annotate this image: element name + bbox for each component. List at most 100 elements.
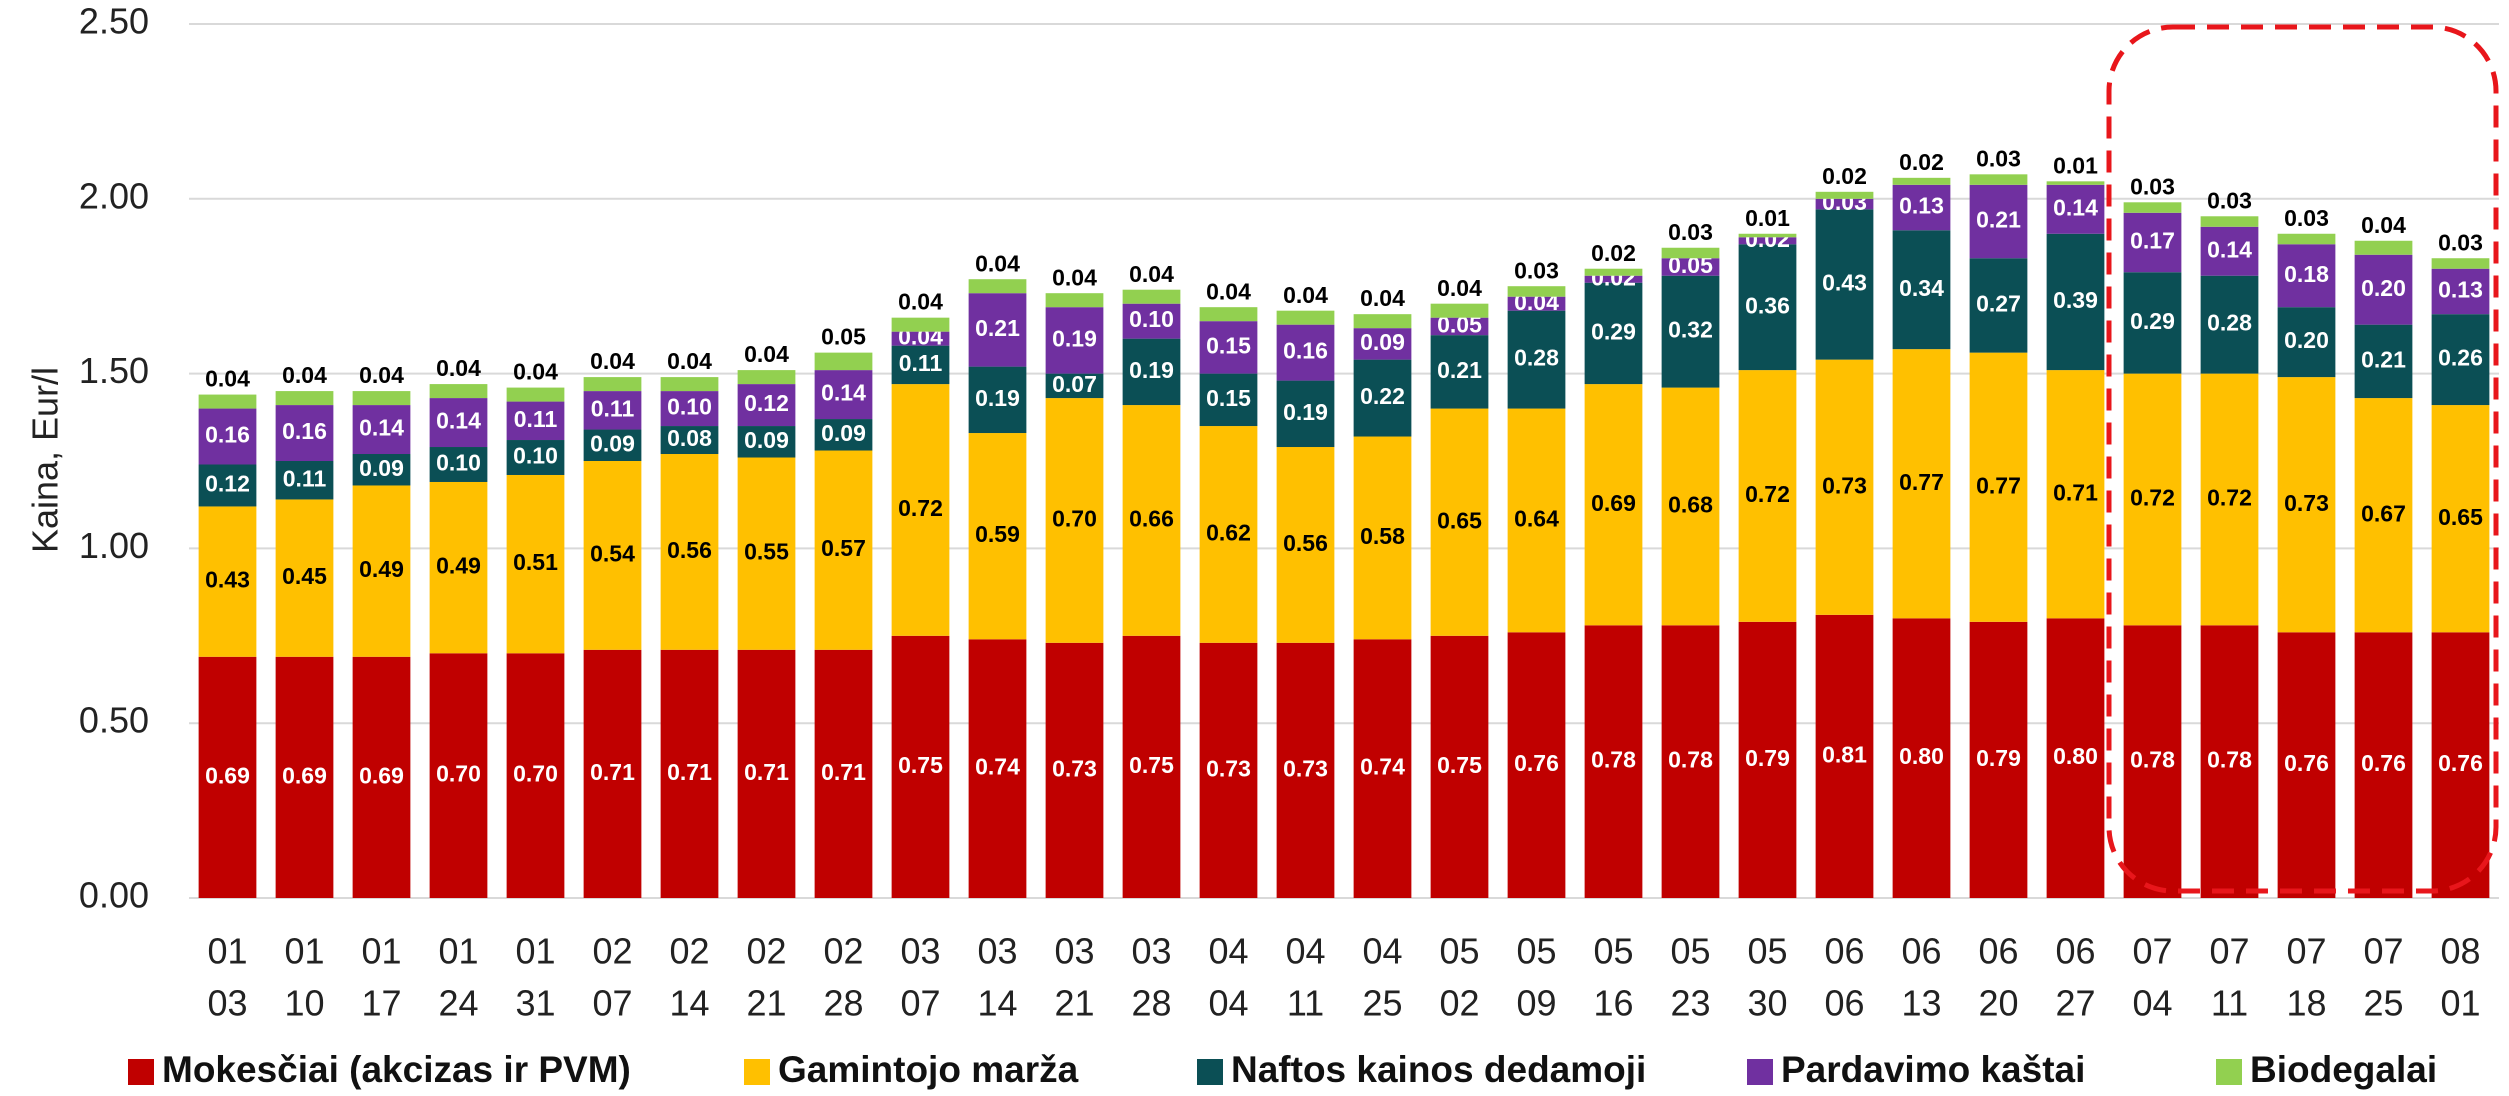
x-tick-label: 04 [1208,983,1248,1024]
data-label: 0.71 [590,759,635,785]
bar-segment [1353,328,1412,360]
data-label: 0.69 [359,762,404,788]
bar-segment [1430,408,1489,636]
x-tick-label: 24 [438,983,478,1024]
data-label: 0.43 [205,567,250,593]
data-label: 0.69 [205,762,250,788]
bar-segment [1507,310,1566,409]
bar-segment [1045,642,1104,898]
bar-segment [506,653,565,898]
data-label: 0.10 [436,450,481,476]
bar-segment [1969,258,2028,353]
bar-segment [1969,184,2028,259]
x-tick-label: 01 [207,931,247,972]
data-label: 0.04 [1283,282,1328,308]
bar-segment [1661,625,1720,898]
bar-segment [2046,184,2105,234]
bar-segment [1276,310,1335,325]
data-label: 0.04 [975,250,1020,276]
x-tick-label: 06 [2055,931,2095,972]
x-tick-label: 01 [284,931,324,972]
bar-segment [352,454,411,486]
bar-segment [506,401,565,441]
bar-segment [891,635,950,898]
bar-segment [1584,268,1643,276]
data-label: 0.21 [1437,357,1482,383]
data-label: 0.21 [975,315,1020,341]
bar-segment [1122,303,1181,339]
data-label: 0.80 [2053,743,2098,769]
data-label: 0.04 [2361,212,2406,238]
bar-segment [968,433,1027,640]
bar-segment [352,485,411,657]
y-tick-label: 1.00 [79,525,149,566]
x-tick-label: 06 [1901,931,1941,972]
data-label: 0.70 [1052,506,1097,532]
data-label: 0.04 [282,362,327,388]
bar-segment [737,384,796,427]
data-label: 0.22 [1360,383,1405,409]
bar-segment [968,366,1027,434]
data-label: 0.72 [2207,485,2252,511]
data-label: 0.75 [898,752,943,778]
bar-segment [2354,398,2413,633]
data-label: 0.19 [1052,325,1097,351]
legend-swatch [1197,1059,1223,1085]
bar-segment [2431,314,2490,406]
bar-segment [2123,625,2182,898]
bar-segment [2431,405,2490,633]
bar-segment [2200,625,2259,898]
x-tick-label: 14 [669,983,709,1024]
bar-segment [2431,268,2490,315]
data-label: 0.36 [1745,292,1790,318]
data-label: 0.18 [2284,261,2329,287]
bar-segment [1122,338,1181,406]
bar-segment [1276,447,1335,643]
highlight-box [2106,24,2499,894]
x-tick-label: 01 [515,931,555,972]
bar-segment [1584,384,1643,626]
data-label: 0.20 [2284,327,2329,353]
data-label: 0.73 [1206,755,1251,781]
data-label: 0.04 [1206,278,1251,304]
data-label: 0.65 [1437,507,1482,533]
data-label: 0.07 [1052,371,1097,397]
x-tick-label: 04 [1208,931,1248,972]
data-label: 0.02 [1745,226,1790,252]
data-label: 0.04 [667,348,712,374]
x-tick-label: 17 [361,983,401,1024]
data-label: 0.66 [1129,506,1174,532]
bar-segment [352,656,411,898]
bar-segment [737,426,796,458]
bar-segment [2200,216,2259,227]
bar-segment [1430,335,1489,409]
bar-segment [2431,258,2490,269]
bar-segment [1892,349,1951,619]
data-label: 0.78 [2130,747,2175,773]
data-label: 0.71 [2053,479,2098,505]
bar-segment [1507,286,1566,297]
data-label: 0.79 [1745,745,1790,771]
data-label: 0.67 [2361,500,2406,526]
data-label: 0.71 [821,759,866,785]
data-label: 0.19 [1283,399,1328,425]
bar-segment [429,653,488,898]
x-tick-label: 04 [1362,931,1402,972]
bar-segment [737,457,796,650]
bar-segment [198,506,257,657]
data-label: 0.21 [2361,346,2406,372]
x-tick-label: 01 [361,931,401,972]
x-tick-label: 02 [823,931,863,972]
data-label: 0.14 [436,408,481,434]
bar-segment [506,474,565,654]
data-label: 0.74 [1360,754,1405,780]
bar-segment [891,331,950,346]
data-label: 0.58 [1360,523,1405,549]
bar-segment [1584,625,1643,898]
bar-segment [2354,324,2413,399]
bar-segment [2277,632,2336,898]
bar-segment [1738,233,1797,238]
x-tick-label: 13 [1901,983,1941,1024]
data-label: 0.09 [744,427,789,453]
data-label: 0.76 [2361,750,2406,776]
